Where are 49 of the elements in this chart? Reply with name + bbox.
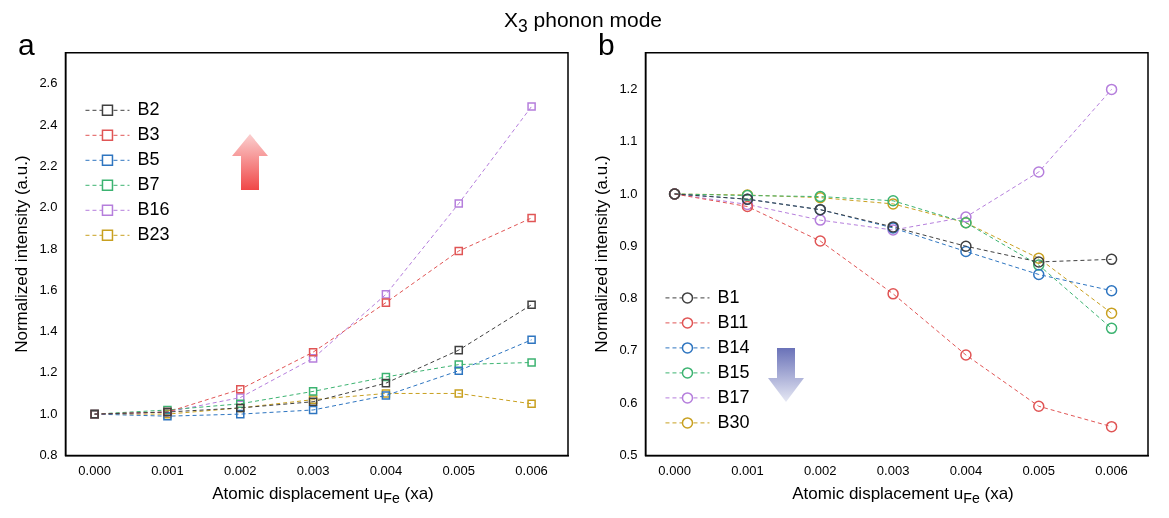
- y-tick-label: 1.6: [39, 281, 58, 297]
- y-tick-label: 1.4: [39, 323, 58, 339]
- x-tick-label: 0.006: [515, 462, 548, 478]
- y-axis-title: Normalized intensity (a.u.): [11, 155, 31, 353]
- y-tick-label: 2.2: [39, 157, 58, 173]
- y-axis-title: Normalized intensity (a.u.): [591, 155, 611, 353]
- y-tick-label: 1.8: [39, 240, 58, 256]
- text: a: [18, 28, 35, 62]
- x-axis-title: Atomic displacement u$_{Fe}$ (xa): [791, 484, 1015, 507]
- x-tick-label: 0.001: [731, 462, 764, 478]
- y-tick-label: 1.2: [619, 80, 638, 96]
- y-tick-label: 1.2: [39, 364, 58, 380]
- legend-label: B11: [717, 311, 749, 332]
- legend-label: B2: [137, 99, 160, 120]
- y-tick-label: 0.8: [39, 446, 58, 462]
- x-axis-title: Atomic displacement u$_{Fe}$ (xa): [211, 484, 435, 507]
- legend-label: B17: [717, 386, 750, 407]
- y-tick-label: 0.6: [619, 394, 638, 410]
- y-tick-label: 0.7: [619, 342, 638, 358]
- legend-label: B30: [717, 411, 750, 432]
- legend-label: B5: [137, 149, 160, 170]
- y-tick-label: 2.4: [39, 116, 58, 132]
- y-tick-label: 0.5: [619, 446, 638, 462]
- x-tick-label: 0.002: [223, 462, 257, 478]
- y-tick-label: 0.9: [619, 237, 638, 253]
- legend-label: B1: [717, 286, 740, 307]
- y-tick-label: 2.6: [39, 75, 58, 91]
- y-tick-label: 1.0: [39, 405, 58, 421]
- x-tick-label: 0.005: [442, 462, 476, 478]
- x-tick-label: 0.005: [1022, 462, 1056, 478]
- y-tick-label: 2.0: [39, 199, 58, 215]
- legend-label: B3: [137, 124, 160, 145]
- legend-label: B15: [717, 361, 750, 382]
- legend-label: B16: [137, 199, 170, 220]
- legend-label: B7: [137, 174, 160, 195]
- x-tick-label: 0.006: [1095, 462, 1128, 478]
- x-tick-label: 0.004: [949, 462, 983, 478]
- x-tick-label: 0.002: [803, 462, 837, 478]
- y-tick-label: 0.8: [619, 290, 638, 306]
- x-tick-label: 0.000: [78, 462, 111, 478]
- x-tick-label: 0.000: [658, 462, 691, 478]
- y-tick-label: 1.0: [619, 185, 638, 201]
- x-tick-label: 0.003: [876, 462, 910, 478]
- y-tick-label: 1.1: [619, 133, 638, 149]
- legend-label: B23: [137, 224, 170, 245]
- x-tick-label: 0.001: [151, 462, 184, 478]
- legend-label: B14: [717, 336, 750, 357]
- x-tick-label: 0.004: [369, 462, 403, 478]
- x-tick-label: 0.003: [296, 462, 330, 478]
